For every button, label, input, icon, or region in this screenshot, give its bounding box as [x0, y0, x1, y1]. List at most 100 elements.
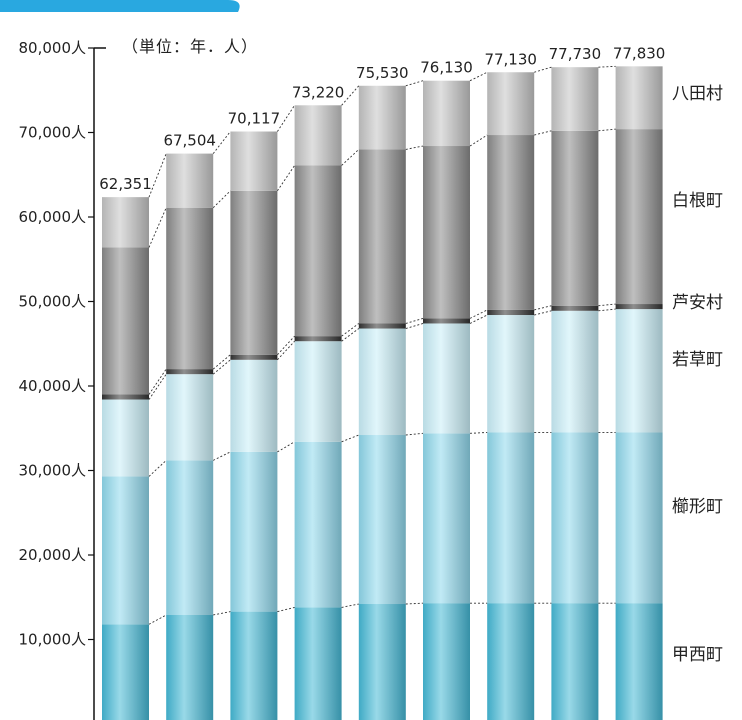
bar-total-label: 62,351 — [99, 175, 152, 193]
bar-segment-1 — [358, 435, 406, 605]
bar-segment-5 — [487, 72, 535, 136]
connector-line — [405, 80, 424, 87]
connector-line — [212, 190, 231, 209]
bar-segment-4 — [423, 146, 470, 319]
connector-line — [534, 310, 552, 316]
connector-lines — [148, 65, 616, 625]
y-tick-label: 60,000人 — [19, 208, 87, 226]
bar-segment-2 — [358, 328, 406, 436]
legend-label-5: 八田村 — [672, 84, 723, 104]
y-tick-label: 20,000人 — [19, 546, 87, 564]
unit-note: （単位：年．人） — [122, 37, 258, 56]
connector-line — [534, 305, 552, 311]
bar-segment-4 — [230, 190, 278, 355]
bar-segment-3 — [294, 336, 342, 342]
bar-segment-1 — [166, 460, 214, 615]
connector-line — [148, 460, 167, 477]
bar-segment-3 — [166, 369, 214, 375]
bar-segment-0 — [423, 603, 470, 720]
connector-line — [405, 317, 424, 324]
bar-segment-3 — [551, 305, 599, 311]
bar-segment-2 — [551, 310, 599, 433]
legend-label-2: 若草町 — [672, 350, 723, 370]
bar-segment-5 — [358, 85, 406, 150]
y-tick-label: 10,000人 — [19, 631, 87, 649]
bar-segment-4 — [487, 135, 535, 310]
bar-segment-1 — [615, 432, 663, 604]
connector-line — [277, 335, 295, 356]
bar-segment-1 — [102, 476, 149, 625]
bar-segment-1 — [294, 441, 342, 608]
bar-total-label: 77,730 — [549, 45, 602, 63]
bar-segment-5 — [423, 80, 470, 147]
bar-total-label: 77,830 — [613, 44, 666, 62]
connector-line — [277, 340, 295, 361]
connector-line — [598, 303, 616, 307]
connector-line — [469, 314, 488, 324]
bar-segment-4 — [358, 149, 406, 324]
connector-line — [469, 309, 488, 319]
bar-segment-5 — [230, 131, 278, 191]
connector-line — [277, 606, 295, 613]
bar-segment-1 — [487, 432, 535, 604]
connector-line — [341, 328, 360, 342]
y-axis: 10,000人 20,000人 30,000人 40,000人 50,000人 60,00… — [19, 39, 106, 720]
bar-segment-2 — [615, 309, 663, 433]
bar-segment-5 — [166, 153, 214, 208]
bar-total-label: 73,220 — [292, 83, 345, 101]
connector-line — [341, 85, 360, 106]
bar-segment-1 — [230, 451, 278, 612]
connector-line — [341, 434, 359, 443]
bar-segment-3 — [487, 309, 535, 316]
bar-segment-5 — [615, 66, 663, 130]
connector-line — [405, 145, 424, 150]
connector-line — [277, 105, 295, 132]
connector-line — [469, 134, 488, 147]
connector-line — [469, 432, 488, 434]
bar-segment-0 — [166, 614, 214, 720]
bar-segment-4 — [551, 130, 599, 306]
connector-line — [534, 66, 552, 73]
bar-segment-4 — [615, 129, 663, 305]
legend-label-0: 甲西町 — [672, 645, 723, 665]
connector-line — [598, 65, 616, 68]
y-tick-label: 30,000人 — [19, 462, 87, 480]
legend-label-3: 芦安村 — [672, 293, 723, 313]
bar-segment-3 — [102, 394, 149, 400]
connector-line — [405, 602, 424, 605]
header-tab — [0, 0, 240, 12]
connector-line — [212, 359, 231, 375]
connector-line — [341, 323, 360, 337]
bar-segment-0 — [615, 603, 663, 720]
bar-segment-2 — [102, 399, 149, 477]
total-labels: 62,351 67,504 70,117 73,220 75,530 76,130 77,1… — [99, 44, 665, 193]
bar-total-label: 75,530 — [356, 64, 409, 82]
connector-line — [213, 611, 231, 616]
connector-line — [598, 308, 616, 312]
bar-segment-2 — [487, 315, 535, 433]
connector-line — [212, 131, 231, 154]
connector-line — [213, 451, 231, 461]
bar-segment-5 — [294, 105, 342, 166]
connector-line — [469, 71, 488, 82]
bar-segment-2 — [294, 341, 342, 442]
bar-segment-0 — [551, 603, 599, 720]
y-tick-label: 80,000人 — [19, 39, 87, 57]
connector-line — [148, 614, 167, 625]
bar-segment-0 — [487, 603, 535, 720]
bar-segment-0 — [230, 611, 278, 720]
bar-segment-5 — [551, 67, 599, 131]
connector-line — [341, 603, 359, 608]
bar-total-label: 70,117 — [228, 110, 281, 128]
bar-segment-4 — [102, 247, 149, 395]
bar-segment-1 — [423, 433, 470, 604]
bar-segment-5 — [102, 197, 149, 248]
connector-line — [405, 323, 424, 329]
bar-segment-4 — [294, 165, 342, 337]
connector-line — [598, 128, 616, 132]
bar-segment-3 — [358, 323, 406, 329]
y-tick-label: 70,000人 — [19, 124, 87, 142]
bar-segment-0 — [358, 604, 406, 720]
bar-segment-3 — [615, 304, 663, 310]
